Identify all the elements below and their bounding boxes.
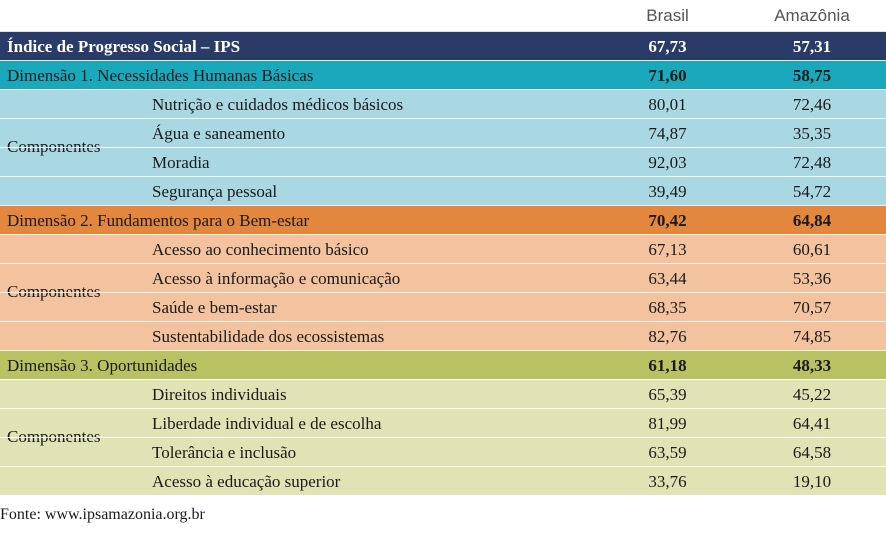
dimension-label: Dimensão 1. Necessidades Humanas Básicas bbox=[7, 66, 314, 85]
component-label: Acesso ao conhecimento básico bbox=[152, 240, 369, 259]
table-row: Acesso à informação e comunicação 63,44 … bbox=[0, 263, 886, 292]
component-brasil-value: 65,39 bbox=[648, 385, 687, 404]
component-amazonia-value: 53,36 bbox=[792, 269, 832, 288]
ips-table: Índice de Progresso Social – IPS 67,73 5… bbox=[0, 31, 886, 495]
table-row: Moradia 92,03 72,48 bbox=[0, 147, 886, 176]
component-label: Sustentabilidade dos ecossistemas bbox=[152, 327, 385, 346]
component-amazonia-value: 64,58 bbox=[792, 443, 832, 462]
component-amazonia-value: 54,72 bbox=[792, 182, 832, 201]
components-label: Componentes bbox=[7, 282, 101, 301]
components-label: Componentes bbox=[7, 137, 101, 156]
dimension-row-1: Dimensão 1. Necessidades Humanas Básicas… bbox=[0, 60, 886, 89]
source-note: Fonte: www.ipsamazonia.org.br bbox=[0, 506, 205, 523]
total-brasil-value: 67,73 bbox=[648, 37, 687, 56]
component-label: Água e saneamento bbox=[152, 124, 286, 143]
components-group-3: Componentes Direitos individuais 65,39 4… bbox=[0, 379, 886, 495]
components-label: Componentes bbox=[7, 427, 101, 446]
total-label: Índice de Progresso Social – IPS bbox=[7, 37, 241, 56]
dimension-brasil-value: 71,60 bbox=[648, 66, 687, 85]
component-amazonia-value: 70,57 bbox=[792, 298, 832, 317]
component-amazonia-value: 72,46 bbox=[792, 95, 832, 114]
table-row: Tolerância e inclusão 63,59 64,58 bbox=[0, 437, 886, 466]
component-brasil-value: 63,44 bbox=[648, 269, 687, 288]
total-amazonia-value: 57,31 bbox=[792, 37, 832, 56]
component-amazonia-value: 60,61 bbox=[792, 240, 832, 259]
component-brasil-value: 33,76 bbox=[648, 472, 687, 491]
dimension-amazonia-value: 48,33 bbox=[792, 356, 832, 375]
components-group-2: Componentes Acesso ao conhecimento básic… bbox=[0, 234, 886, 350]
component-label: Direitos individuais bbox=[152, 385, 287, 404]
component-label: Liberdade individual e de escolha bbox=[152, 414, 382, 433]
component-label: Nutrição e cuidados médicos básicos bbox=[152, 95, 404, 114]
dimension-amazonia-value: 64,84 bbox=[792, 211, 832, 230]
component-amazonia-value: 45,22 bbox=[792, 385, 832, 404]
dimension-row-2: Dimensão 2. Fundamentos para o Bem-estar… bbox=[0, 205, 886, 234]
components-group-1: Componentes Nutrição e cuidados médicos … bbox=[0, 89, 886, 205]
dimension-brasil-value: 70,42 bbox=[648, 211, 687, 230]
component-brasil-value: 80,01 bbox=[648, 95, 687, 114]
dimension-amazonia-value: 58,75 bbox=[792, 66, 832, 85]
dimension-brasil-value: 61,18 bbox=[648, 356, 687, 375]
table-row: Acesso ao conhecimento básico 67,13 60,6… bbox=[0, 234, 886, 263]
component-label: Acesso à informação e comunicação bbox=[152, 269, 401, 288]
component-label: Saúde e bem-estar bbox=[152, 298, 277, 317]
column-header-amazonia: Amazônia bbox=[774, 6, 850, 25]
component-brasil-value: 82,76 bbox=[648, 327, 687, 346]
table-row: Sustentabilidade dos ecossistemas 82,76 … bbox=[0, 321, 886, 350]
component-label: Tolerância e inclusão bbox=[152, 443, 297, 462]
column-header-brasil: Brasil bbox=[646, 6, 689, 25]
dimension-label: Dimensão 2. Fundamentos para o Bem-estar bbox=[7, 211, 310, 230]
component-label: Acesso à educação superior bbox=[152, 472, 341, 491]
table-row: Saúde e bem-estar 68,35 70,57 bbox=[0, 292, 886, 321]
table-row: Nutrição e cuidados médicos básicos 80,0… bbox=[0, 89, 886, 118]
total-row: Índice de Progresso Social – IPS 67,73 5… bbox=[0, 31, 886, 60]
table-row: Liberdade individual e de escolha 81,99 … bbox=[0, 408, 886, 437]
component-amazonia-value: 74,85 bbox=[792, 327, 832, 346]
component-amazonia-value: 72,48 bbox=[792, 153, 832, 172]
dimension-row-3: Dimensão 3. Oportunidades 61,18 48,33 bbox=[0, 350, 886, 379]
component-amazonia-value: 64,41 bbox=[792, 414, 832, 433]
component-brasil-value: 74,87 bbox=[648, 124, 687, 143]
table-row: Água e saneamento 74,87 35,35 bbox=[0, 118, 886, 147]
table-row: Direitos individuais 65,39 45,22 bbox=[0, 379, 886, 408]
component-brasil-value: 92,03 bbox=[648, 153, 687, 172]
component-brasil-value: 63,59 bbox=[648, 443, 687, 462]
component-amazonia-value: 35,35 bbox=[792, 124, 832, 143]
component-brasil-value: 39,49 bbox=[648, 182, 687, 201]
component-brasil-value: 67,13 bbox=[648, 240, 687, 259]
table-header: Brasil Amazônia bbox=[0, 0, 886, 31]
dimension-label: Dimensão 3. Oportunidades bbox=[7, 356, 198, 375]
table-row: Segurança pessoal 39,49 54,72 bbox=[0, 176, 886, 205]
component-label: Segurança pessoal bbox=[152, 182, 278, 201]
component-brasil-value: 68,35 bbox=[648, 298, 687, 317]
component-brasil-value: 81,99 bbox=[648, 414, 687, 433]
table-row: Acesso à educação superior 33,76 19,10 bbox=[0, 466, 886, 495]
component-amazonia-value: 19,10 bbox=[792, 472, 832, 491]
component-label: Moradia bbox=[152, 153, 210, 172]
